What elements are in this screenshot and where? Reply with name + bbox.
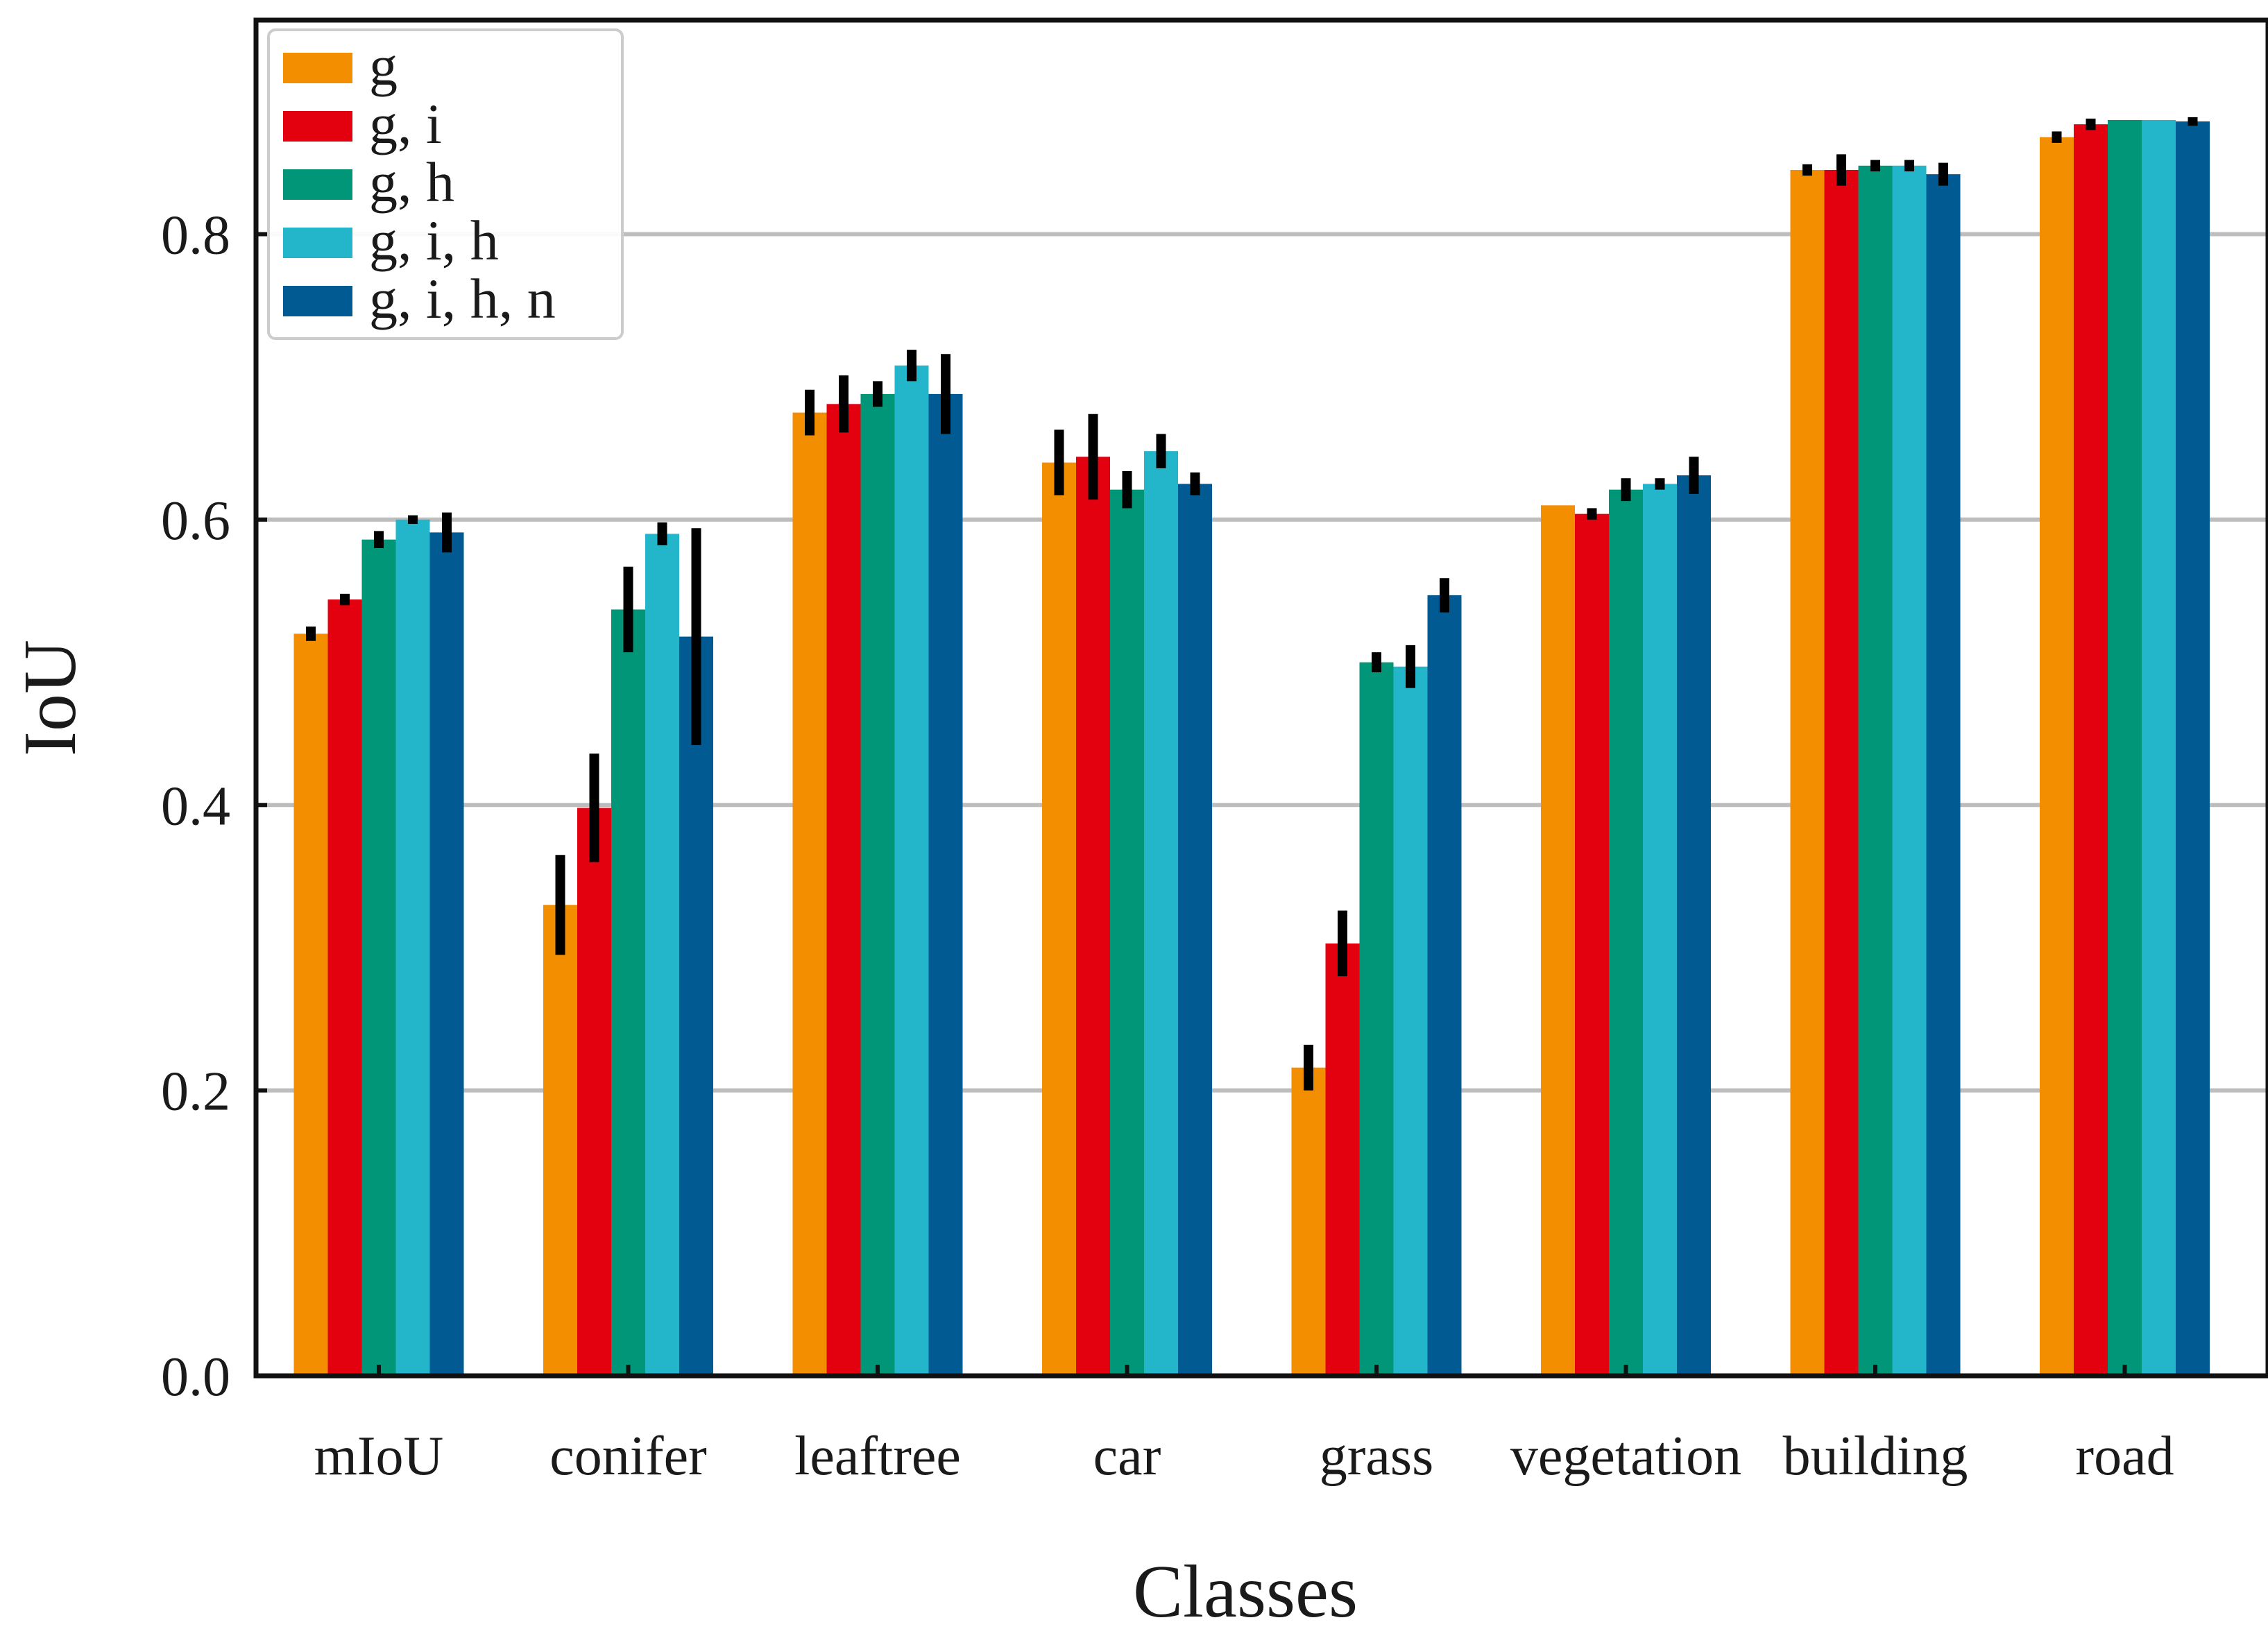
bar-conifer-s1	[577, 808, 611, 1376]
bar-building-s2	[1858, 165, 1893, 1376]
legend: gg, ig, hg, i, hg, i, h, n	[267, 28, 624, 340]
legend-swatch	[283, 228, 352, 258]
y-axis-title: IoU	[9, 640, 92, 756]
bar-vegetation-s3	[1643, 484, 1677, 1376]
bar-conifer-s0	[543, 905, 577, 1376]
bar-mIoU-s3	[395, 519, 430, 1376]
bar-building-s3	[1892, 165, 1927, 1376]
x-tick-label: mIoU	[314, 1426, 444, 1487]
x-tick-label: vegetation	[1510, 1426, 1741, 1487]
legend-entries: gg, ig, hg, i, hg, i, h, n	[283, 34, 556, 330]
bar-car-s3	[1144, 451, 1178, 1376]
legend-swatch	[283, 111, 352, 142]
bar-leaftree-s4	[928, 393, 963, 1376]
y-tick-label: 0.2	[161, 1062, 230, 1123]
x-tick-label: road	[2075, 1426, 2174, 1487]
y-tick-label: 0.0	[161, 1347, 230, 1408]
bar-mIoU-s2	[361, 539, 396, 1376]
bar-road-s4	[2176, 121, 2210, 1376]
legend-label: g, i, h, n	[369, 267, 556, 330]
bar-conifer-s3	[645, 534, 679, 1376]
x-axis-title: Classes	[1133, 1551, 1358, 1633]
x-tick-label: car	[1093, 1426, 1161, 1487]
bar-leaftree-s0	[792, 412, 827, 1376]
bar-conifer-s4	[679, 636, 713, 1376]
bar-road-s2	[2108, 119, 2142, 1376]
bar-car-s1	[1076, 457, 1110, 1376]
bar-vegetation-s1	[1575, 513, 1609, 1376]
bar-grass-s1	[1325, 943, 1360, 1376]
bar-grass-s0	[1291, 1067, 1326, 1376]
bar-vegetation-s4	[1677, 475, 1711, 1376]
bar-leaftree-s3	[894, 365, 929, 1376]
plot-frame	[253, 17, 2268, 1379]
legend-swatch	[283, 53, 352, 83]
x-axis-ticks: mIoU conifer leaftree car grass vegetation bui…	[314, 1365, 2174, 1487]
bar-building-s0	[1790, 169, 1825, 1376]
bar-road-s3	[2142, 119, 2176, 1376]
bar-leaftree-s1	[826, 404, 861, 1376]
bar-grass-s4	[1427, 595, 1462, 1376]
legend-swatch	[283, 169, 352, 200]
bar-mIoU-s4	[429, 532, 464, 1376]
bar-road-s0	[2040, 137, 2074, 1376]
bar-building-s4	[1926, 174, 1961, 1376]
bars	[293, 119, 2210, 1376]
legend-label: g, h	[369, 151, 454, 214]
x-tick-label: grass	[1320, 1426, 1433, 1487]
bar-car-s0	[1042, 462, 1076, 1376]
y-tick-label: 0.6	[161, 491, 230, 552]
bar-vegetation-s0	[1541, 505, 1575, 1376]
legend-swatch	[283, 286, 352, 316]
x-tick-label: building	[1783, 1426, 1968, 1487]
bar-car-s4	[1178, 484, 1212, 1376]
legend-label: g, i	[369, 92, 442, 155]
bar-mIoU-s0	[293, 633, 328, 1376]
bar-building-s1	[1824, 169, 1859, 1376]
bar-conifer-s2	[611, 609, 645, 1376]
bar-mIoU-s1	[327, 599, 362, 1376]
x-tick-label: conifer	[549, 1426, 707, 1487]
bar-vegetation-s2	[1609, 489, 1643, 1376]
bar-grass-s2	[1359, 662, 1394, 1376]
bar-car-s2	[1110, 489, 1144, 1376]
x-tick-label: leaftree	[794, 1426, 961, 1487]
bar-grass-s3	[1393, 666, 1428, 1376]
legend-label: g	[369, 34, 398, 97]
y-tick-label: 0.8	[161, 205, 230, 266]
legend-label: g, i, h	[369, 209, 499, 272]
error-bars	[306, 117, 2198, 1091]
y-tick-label: 0.4	[161, 776, 230, 837]
bar-road-s1	[2074, 124, 2108, 1376]
y-axis-ticks: 0.0 0.2 0.4 0.6 0.8	[161, 205, 267, 1408]
bar-leaftree-s2	[860, 393, 895, 1376]
legend-box	[267, 28, 624, 340]
